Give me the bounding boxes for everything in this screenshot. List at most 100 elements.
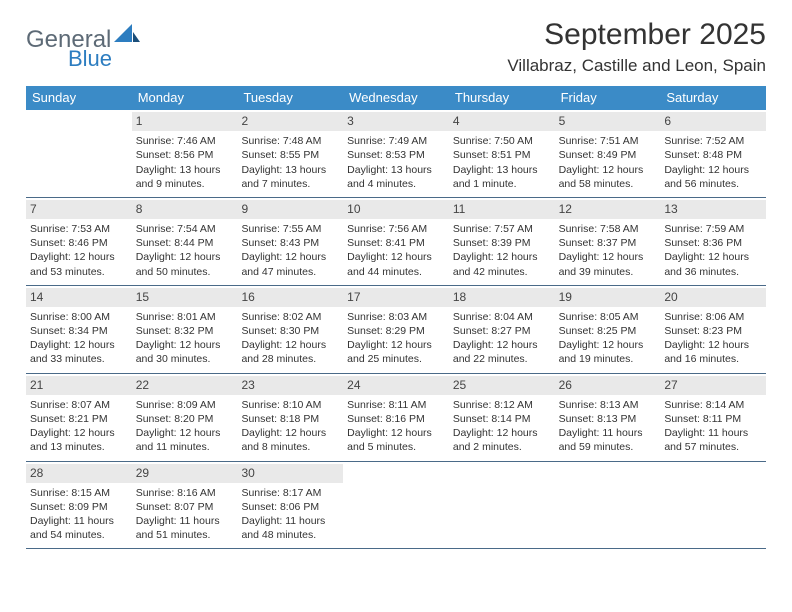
sunrise-line: Sunrise: 7:49 AM bbox=[347, 134, 445, 148]
sunset-line: Sunset: 8:36 PM bbox=[664, 236, 762, 250]
day-number: 22 bbox=[132, 376, 238, 395]
day-number: 26 bbox=[555, 376, 661, 395]
day-cell bbox=[660, 462, 766, 549]
sunset-line: Sunset: 8:14 PM bbox=[453, 412, 551, 426]
day-cell: 29Sunrise: 8:16 AMSunset: 8:07 PMDayligh… bbox=[132, 462, 238, 549]
day-cell: 30 Sunrise: 8:17 AMSunset: 8:06 PMDayligh… bbox=[237, 462, 343, 549]
sunrise-line: Sunrise: 8:11 AM bbox=[347, 398, 445, 412]
sunrise-line: Sunrise: 8:12 AM bbox=[453, 398, 551, 412]
daylight-line: Daylight: 12 hours and 11 minutes. bbox=[136, 426, 234, 454]
day-number: 30 bbox=[237, 464, 343, 483]
sunrise-line: Sunrise: 8:13 AM bbox=[559, 398, 657, 412]
dow-header-row: Sunday Monday Tuesday Wednesday Thursday… bbox=[26, 86, 766, 110]
day-cell: 13 Sunrise: 7:59 AMSunset: 8:36 PMDayligh… bbox=[660, 198, 766, 285]
sunset-line: Sunset: 8:06 PM bbox=[241, 500, 339, 514]
day-number: 6 bbox=[660, 112, 766, 131]
daylight-line: Daylight: 12 hours and 19 minutes. bbox=[559, 338, 657, 366]
day-number: 24 bbox=[343, 376, 449, 395]
sunrise-line: Sunrise: 7:48 AM bbox=[241, 134, 339, 148]
sail-icon bbox=[114, 24, 140, 48]
sunset-line: Sunset: 8:11 PM bbox=[664, 412, 762, 426]
sunset-line: Sunset: 8:49 PM bbox=[559, 148, 657, 162]
week-row: 28Sunrise: 8:15 AMSunset: 8:09 PMDayligh… bbox=[26, 462, 766, 550]
day-cell: 2Sunrise: 7:48 AMSunset: 8:55 PMDaylight… bbox=[237, 110, 343, 197]
daylight-line: Daylight: 13 hours and 4 minutes. bbox=[347, 163, 445, 191]
day-cell: 10Sunrise: 7:56 AMSunset: 8:41 PMDayligh… bbox=[343, 198, 449, 285]
sunrise-line: Sunrise: 8:07 AM bbox=[30, 398, 128, 412]
sunrise-line: Sunrise: 7:57 AM bbox=[453, 222, 551, 236]
day-number: 12 bbox=[555, 200, 661, 219]
sunrise-line: Sunrise: 7:52 AM bbox=[664, 134, 762, 148]
day-cell: 28Sunrise: 8:15 AMSunset: 8:09 PMDayligh… bbox=[26, 462, 132, 549]
title-block: September 2025 Villabraz, Castille and L… bbox=[507, 18, 766, 76]
sunrise-line: Sunrise: 7:54 AM bbox=[136, 222, 234, 236]
sunrise-line: Sunrise: 8:02 AM bbox=[241, 310, 339, 324]
daylight-line: Daylight: 12 hours and 16 minutes. bbox=[664, 338, 762, 366]
daylight-line: Daylight: 12 hours and 42 minutes. bbox=[453, 250, 551, 278]
sunset-line: Sunset: 8:21 PM bbox=[30, 412, 128, 426]
dow-tuesday: Tuesday bbox=[237, 86, 343, 110]
weeks-container: 1Sunrise: 7:46 AMSunset: 8:56 PMDaylight… bbox=[26, 110, 766, 549]
daylight-line: Daylight: 12 hours and 22 minutes. bbox=[453, 338, 551, 366]
sunset-line: Sunset: 8:29 PM bbox=[347, 324, 445, 338]
sunrise-line: Sunrise: 8:09 AM bbox=[136, 398, 234, 412]
dow-wednesday: Wednesday bbox=[343, 86, 449, 110]
sunset-line: Sunset: 8:43 PM bbox=[241, 236, 339, 250]
sunrise-line: Sunrise: 8:04 AM bbox=[453, 310, 551, 324]
day-cell: 26 Sunrise: 8:13 AMSunset: 8:13 PMDayligh… bbox=[555, 374, 661, 461]
daylight-line: Daylight: 11 hours and 48 minutes. bbox=[241, 514, 339, 542]
week-row: 1Sunrise: 7:46 AMSunset: 8:56 PMDaylight… bbox=[26, 110, 766, 198]
sunrise-line: Sunrise: 7:53 AM bbox=[30, 222, 128, 236]
daylight-line: Daylight: 12 hours and 50 minutes. bbox=[136, 250, 234, 278]
day-number: 19 bbox=[555, 288, 661, 307]
day-number: 18 bbox=[449, 288, 555, 307]
sunrise-line: Sunrise: 7:58 AM bbox=[559, 222, 657, 236]
sunset-line: Sunset: 8:48 PM bbox=[664, 148, 762, 162]
sunrise-line: Sunrise: 7:51 AM bbox=[559, 134, 657, 148]
sunset-line: Sunset: 8:18 PM bbox=[241, 412, 339, 426]
sunset-line: Sunset: 8:56 PM bbox=[136, 148, 234, 162]
day-cell bbox=[555, 462, 661, 549]
day-cell: 27Sunrise: 8:14 AMSunset: 8:11 PMDayligh… bbox=[660, 374, 766, 461]
sunrise-line: Sunrise: 8:03 AM bbox=[347, 310, 445, 324]
sunrise-line: Sunrise: 8:17 AM bbox=[241, 486, 339, 500]
sunrise-line: Sunrise: 8:01 AM bbox=[136, 310, 234, 324]
day-cell: 4Sunrise: 7:50 AMSunset: 8:51 PMDaylight… bbox=[449, 110, 555, 197]
header: General Blue September 2025 Villabraz, C… bbox=[26, 18, 766, 76]
daylight-line: Daylight: 13 hours and 1 minute. bbox=[453, 163, 551, 191]
day-number: 13 bbox=[660, 200, 766, 219]
daylight-line: Daylight: 13 hours and 9 minutes. bbox=[136, 163, 234, 191]
day-cell: 12Sunrise: 7:58 AMSunset: 8:37 PMDayligh… bbox=[555, 198, 661, 285]
sunset-line: Sunset: 8:09 PM bbox=[30, 500, 128, 514]
day-number: 14 bbox=[26, 288, 132, 307]
sunrise-line: Sunrise: 8:16 AM bbox=[136, 486, 234, 500]
day-number: 25 bbox=[449, 376, 555, 395]
daylight-line: Daylight: 11 hours and 59 minutes. bbox=[559, 426, 657, 454]
sunrise-line: Sunrise: 7:59 AM bbox=[664, 222, 762, 236]
sunset-line: Sunset: 8:41 PM bbox=[347, 236, 445, 250]
day-number: 23 bbox=[237, 376, 343, 395]
sunrise-line: Sunrise: 8:15 AM bbox=[30, 486, 128, 500]
daylight-line: Daylight: 12 hours and 36 minutes. bbox=[664, 250, 762, 278]
day-cell: 25 Sunrise: 8:12 AMSunset: 8:14 PMDayligh… bbox=[449, 374, 555, 461]
week-row: 14Sunrise: 8:00 AMSunset: 8:34 PMDayligh… bbox=[26, 286, 766, 374]
day-cell: 16Sunrise: 8:02 AMSunset: 8:30 PMDayligh… bbox=[237, 286, 343, 373]
day-cell: 8Sunrise: 7:54 AMSunset: 8:44 PMDaylight… bbox=[132, 198, 238, 285]
daylight-line: Daylight: 12 hours and 28 minutes. bbox=[241, 338, 339, 366]
week-row: 7Sunrise: 7:53 AMSunset: 8:46 PMDaylight… bbox=[26, 198, 766, 286]
day-number: 27 bbox=[660, 376, 766, 395]
page-title: September 2025 bbox=[507, 18, 766, 52]
sunrise-line: Sunrise: 7:50 AM bbox=[453, 134, 551, 148]
day-cell: 6Sunrise: 7:52 AMSunset: 8:48 PMDaylight… bbox=[660, 110, 766, 197]
sunset-line: Sunset: 8:27 PM bbox=[453, 324, 551, 338]
daylight-line: Daylight: 12 hours and 2 minutes. bbox=[453, 426, 551, 454]
sunset-line: Sunset: 8:13 PM bbox=[559, 412, 657, 426]
sunset-line: Sunset: 8:23 PM bbox=[664, 324, 762, 338]
daylight-line: Daylight: 13 hours and 7 minutes. bbox=[241, 163, 339, 191]
daylight-line: Daylight: 12 hours and 25 minutes. bbox=[347, 338, 445, 366]
daylight-line: Daylight: 12 hours and 33 minutes. bbox=[30, 338, 128, 366]
day-number: 7 bbox=[26, 200, 132, 219]
day-cell: 5Sunrise: 7:51 AMSunset: 8:49 PMDaylight… bbox=[555, 110, 661, 197]
daylight-line: Daylight: 11 hours and 51 minutes. bbox=[136, 514, 234, 542]
sunset-line: Sunset: 8:16 PM bbox=[347, 412, 445, 426]
